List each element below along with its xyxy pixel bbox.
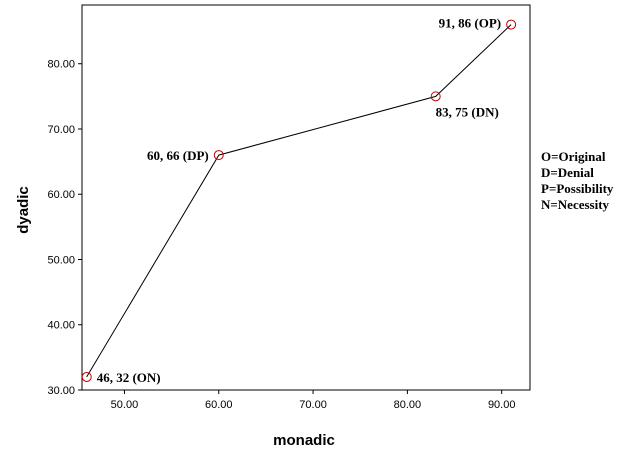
y-tick-label: 40.00 (47, 320, 75, 332)
legend-entry: N=Necessity (541, 197, 610, 212)
legend: O=OriginalD=DenialP=PossibilityN=Necessi… (541, 149, 614, 212)
data-label: 60, 66 (DP) (147, 148, 209, 163)
x-tick-label: 90.00 (488, 399, 516, 411)
plot-frame (81, 4, 531, 391)
data-point (430, 91, 441, 102)
data-label: 83, 75 (DN) (436, 104, 499, 119)
legend-entry: D=Denial (541, 165, 594, 180)
x-tick-label: 50.00 (111, 399, 139, 411)
series-line (86, 24, 512, 378)
y-tick-label: 80.00 (47, 59, 75, 71)
legend-entry: O=Original (541, 149, 606, 164)
series (81, 19, 517, 382)
x-ticks: 50.00 60.00 70.00 80.00 90.00 (111, 390, 516, 411)
axes (81, 4, 531, 391)
data-label: 46, 32 (ON) (97, 370, 161, 385)
point-labels: 46, 32 (ON) 60, 66 (DP) 83, 75 (DN) 91, 86 … (97, 16, 501, 385)
y-ticks: 30.00 40.00 50.00 60.00 70.00 80.00 (47, 59, 82, 397)
legend-entry: P=Possibility (541, 181, 614, 196)
y-tick-label: 70.00 (47, 124, 75, 136)
x-axis-title: monadic (273, 432, 335, 449)
x-tick-label: 80.00 (394, 399, 422, 411)
y-axis-title: dyadic (15, 186, 32, 234)
x-tick-label: 60.00 (205, 399, 233, 411)
data-label: 91, 86 (OP) (439, 16, 501, 31)
data-point (81, 371, 92, 382)
y-tick-label: 50.00 (47, 254, 75, 266)
data-point (506, 19, 517, 30)
y-tick-label: 30.00 (47, 385, 75, 397)
x-tick-label: 70.00 (299, 399, 327, 411)
data-point (213, 150, 224, 161)
y-tick-label: 60.00 (47, 189, 75, 201)
